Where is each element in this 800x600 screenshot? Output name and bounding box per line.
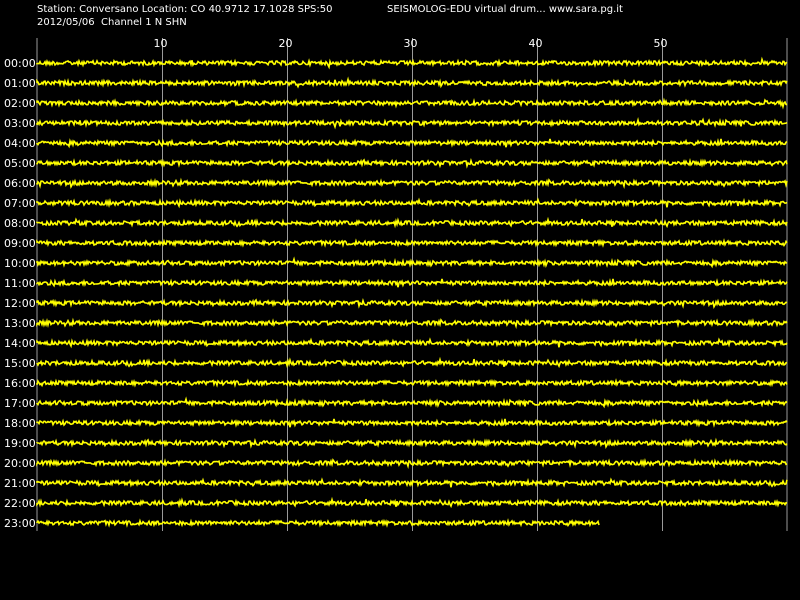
seismic-trace	[36, 298, 788, 309]
seismic-trace	[36, 356, 788, 369]
hour-label: 17:00	[4, 397, 36, 410]
hour-label: 12:00	[4, 297, 36, 310]
seismic-trace	[36, 177, 788, 189]
minute-tick-label: 30	[404, 37, 418, 50]
hour-label: 04:00	[4, 137, 36, 150]
seismic-trace	[36, 56, 788, 70]
hour-label: 03:00	[4, 117, 36, 130]
hour-label: 21:00	[4, 477, 36, 490]
date-channel-info: 2012/05/06 Channel 1 N SHN	[37, 17, 187, 28]
hour-label: 06:00	[4, 177, 36, 190]
seismic-trace	[36, 396, 788, 409]
seismic-trace	[36, 97, 788, 110]
seismic-trace	[36, 417, 788, 428]
hour-label: 18:00	[4, 417, 36, 430]
station-info: Station: Conversano Location: CO 40.9712…	[37, 4, 333, 15]
seismic-trace	[36, 238, 788, 248]
hour-label: 15:00	[4, 357, 36, 370]
seismic-trace	[36, 378, 788, 388]
hour-label: 20:00	[4, 457, 36, 470]
seismic-trace	[36, 256, 788, 269]
seismic-trace	[36, 518, 600, 528]
hour-label: 08:00	[4, 217, 36, 230]
hour-label: 00:00	[4, 57, 36, 70]
hour-label: 16:00	[4, 377, 36, 390]
seismic-trace	[36, 277, 788, 288]
hour-label: 11:00	[4, 277, 36, 290]
seismic-trace	[36, 477, 788, 488]
hour-label: 09:00	[4, 237, 36, 250]
hour-label: 23:00	[4, 517, 36, 530]
seismic-trace	[36, 216, 788, 229]
seismic-trace	[36, 76, 788, 89]
minute-tick-label: 40	[529, 37, 543, 50]
hour-label: 13:00	[4, 317, 36, 330]
hour-label: 07:00	[4, 197, 36, 210]
seismic-trace	[36, 117, 788, 130]
hour-label: 05:00	[4, 157, 36, 170]
hour-label: 10:00	[4, 257, 36, 270]
brand-text: SEISMOLOG-EDU virtual drum... www.sara.p…	[387, 4, 623, 15]
minute-tick-label: 10	[154, 37, 168, 50]
seismic-trace	[36, 158, 788, 169]
hour-label: 19:00	[4, 437, 36, 450]
seismic-trace	[36, 317, 788, 329]
hour-label: 14:00	[4, 337, 36, 350]
seismic-trace	[36, 457, 788, 469]
hour-label: 22:00	[4, 497, 36, 510]
hour-label: 01:00	[4, 77, 36, 90]
seismic-trace	[36, 197, 788, 209]
seismic-trace	[36, 437, 788, 449]
minute-tick-label: 20	[279, 37, 293, 50]
minute-tick-label: 50	[654, 37, 668, 50]
seismic-trace	[36, 496, 788, 509]
seismic-trace	[36, 337, 788, 349]
seismic-trace	[36, 137, 788, 149]
hour-label: 02:00	[4, 97, 36, 110]
